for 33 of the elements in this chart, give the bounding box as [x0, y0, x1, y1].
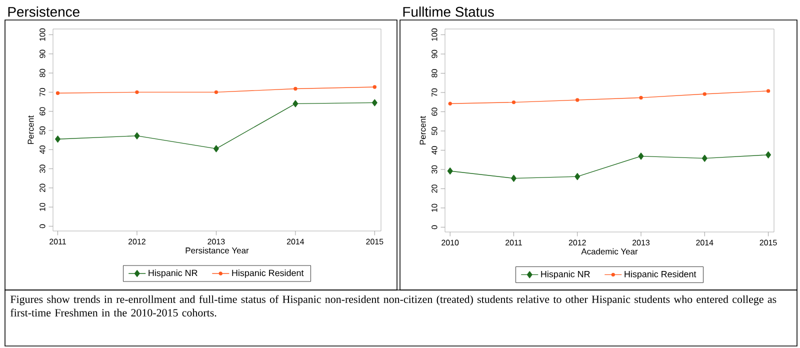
legend-label: Hispanic NR	[541, 270, 590, 280]
legend-label: Hispanic Resident	[232, 270, 304, 278]
point	[638, 152, 644, 160]
chart-title: Fulltime Status	[403, 6, 494, 17]
point	[510, 174, 516, 182]
point	[702, 92, 706, 96]
point	[574, 173, 580, 180]
y-axis-title: Percent	[28, 115, 34, 144]
point	[213, 145, 219, 152]
y-axis-title: Percent	[420, 116, 426, 144]
legend-label: Hispanic Resident	[624, 270, 696, 280]
point	[447, 167, 453, 175]
point	[512, 100, 516, 104]
point	[55, 136, 60, 143]
point	[372, 99, 378, 106]
point	[214, 90, 218, 94]
point	[294, 86, 298, 91]
legend-label: Hispanic NR	[148, 270, 198, 278]
chart-title: Persistence	[8, 6, 80, 17]
point	[56, 91, 60, 95]
point	[702, 154, 708, 162]
point	[448, 102, 452, 106]
x-axis-title: Academic Year	[581, 248, 638, 254]
point	[135, 90, 139, 94]
point	[766, 151, 772, 158]
point	[576, 98, 580, 102]
text: Figures show trends in re-enrollment and full-time status of Hispanic non-resident non-citizen (treated) students relative to other Hispanic students who entered college as first-time Freshmen in the 2010-2015 cohorts.	[10, 295, 776, 317]
point	[639, 96, 643, 100]
point	[372, 85, 377, 89]
point	[134, 132, 140, 140]
point	[292, 100, 298, 108]
point	[766, 89, 770, 93]
x-axis-title: Persistance Year	[186, 247, 249, 254]
